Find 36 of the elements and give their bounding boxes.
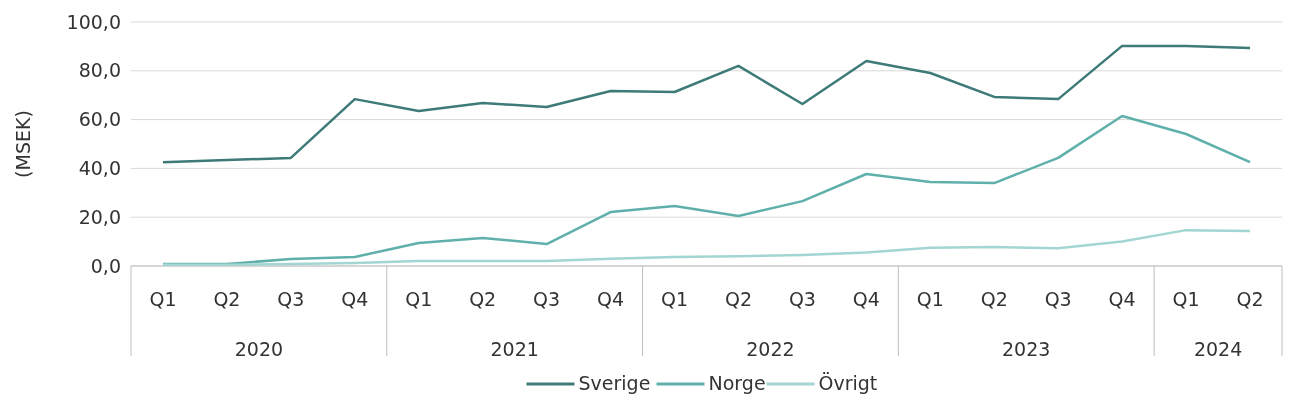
x-tick-label: Q2	[1236, 288, 1264, 310]
legend-label: Norge	[708, 372, 766, 394]
text: 2021	[490, 338, 539, 360]
x-tick-label: Q3	[533, 288, 561, 310]
y-tick-label: 80,0	[78, 59, 121, 82]
text: 2023	[1002, 338, 1051, 360]
x-tick-label: Q4	[597, 288, 625, 310]
x-tick-label: Q2	[213, 288, 241, 310]
x-tick-label: Q4	[852, 288, 880, 310]
y-axis-title: (MSEK)	[12, 110, 34, 178]
y-tick-label: 0,0	[90, 254, 121, 277]
x-tick-label: Q2	[469, 288, 497, 310]
x-tick-label: Q3	[788, 288, 816, 310]
text: 2020	[234, 338, 284, 360]
x-tick-label: Q4	[341, 288, 369, 310]
x-tick-label: Q3	[1044, 288, 1072, 310]
x-tick-label: Q1	[661, 288, 689, 310]
y-tick-label: 60,0	[78, 108, 121, 131]
x-tick-label: Q2	[724, 288, 752, 310]
x-tick-label: Q3	[277, 288, 305, 310]
legend-label: Övrigt	[818, 372, 878, 394]
line-series	[161, 44, 1252, 164]
x-tick-label: Q1	[149, 288, 177, 310]
text: 2024	[1193, 338, 1243, 360]
line-series	[161, 228, 1252, 267]
x-tick-label: Q2	[980, 288, 1008, 310]
line-series	[161, 114, 1252, 266]
x-tick-label: Q4	[1108, 288, 1136, 310]
text: 2022	[746, 338, 795, 360]
y-tick-label: 40,0	[78, 157, 121, 180]
x-tick-label: Q1	[405, 288, 433, 310]
legend-label: Sverige	[578, 372, 651, 394]
x-tick-label: Q1	[916, 288, 944, 310]
y-tick-label: 100,0	[66, 10, 121, 33]
x-tick-label: Q1	[1172, 288, 1200, 310]
y-tick-label: 20,0	[78, 205, 121, 228]
